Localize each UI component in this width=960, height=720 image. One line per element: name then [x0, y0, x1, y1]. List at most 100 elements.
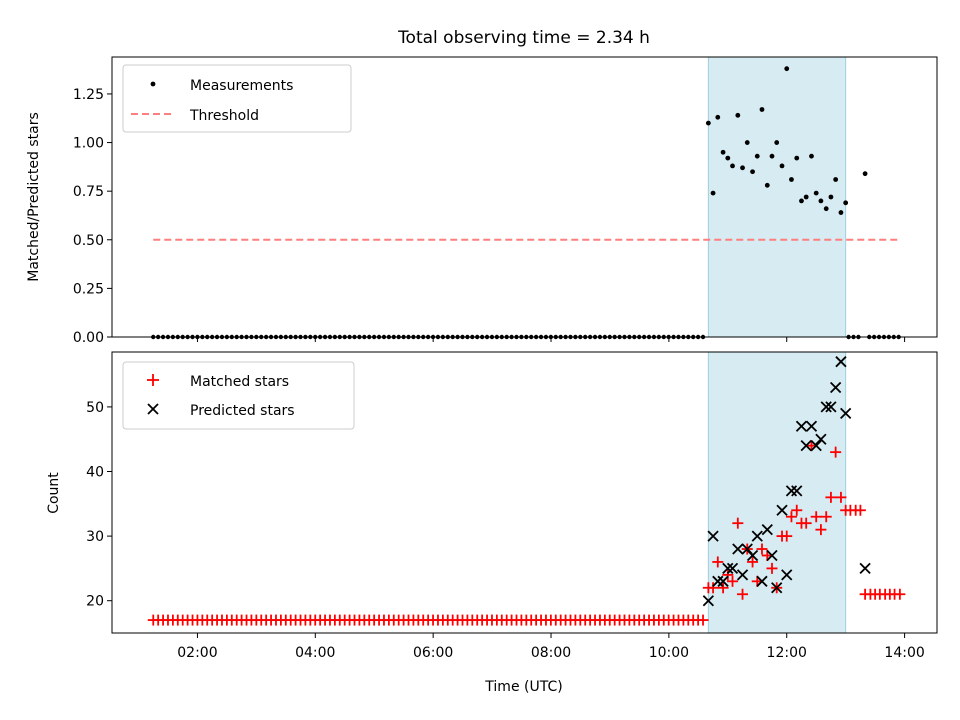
top-y-tick-label: 0.25 — [73, 281, 104, 297]
bottom-panel: 20 30 40 50 02:00 04:00 06:00 08:00 10:00 12:00 1… — [46, 351, 938, 695]
measurement-point — [818, 198, 824, 204]
legend-measurements-label: Measurements — [190, 78, 293, 94]
predicted-star-point — [712, 575, 724, 587]
measurement-point — [710, 190, 716, 196]
measurement-point — [794, 155, 800, 161]
predicted-star-point — [751, 530, 763, 542]
matched-star-point — [835, 491, 847, 503]
top-x-ticks — [196, 337, 906, 342]
matched-star-point — [825, 491, 837, 503]
bottom-y-axis: 20 30 40 50 — [86, 400, 112, 610]
measurement-point — [803, 194, 809, 200]
top-y-tick-label: 1.00 — [73, 136, 104, 152]
legend-threshold-label: Threshold — [189, 108, 259, 124]
bottom-axes-frame — [111, 351, 938, 634]
matched-star-point — [727, 575, 739, 587]
bottom-y-axis-label: Count — [46, 472, 62, 514]
top-axes-frame — [111, 56, 938, 338]
predicted-star-point — [756, 575, 768, 587]
matched-star-point — [791, 504, 803, 516]
measurement-point — [784, 66, 790, 72]
predicted-star-point — [820, 401, 832, 413]
predicted-star-point — [761, 524, 773, 536]
top-legend: Measurements Threshold — [122, 64, 352, 133]
legend-predicted-label: Predicted stars — [190, 403, 295, 419]
matched-star-point — [815, 524, 827, 536]
predicted-star-point — [825, 401, 837, 413]
matched-star-point — [781, 530, 793, 542]
predicted-star-point — [746, 549, 759, 562]
predicted-star-point — [785, 485, 798, 497]
bottom-y-tick-label: 20 — [86, 594, 104, 610]
measurement-point — [769, 153, 775, 159]
matched-star-point — [766, 562, 778, 574]
predicted-star-point — [805, 420, 818, 432]
matched-star-point — [712, 556, 724, 568]
top-y-axis: 0.00 0.25 0.50 0.75 1.00 1.25 — [73, 87, 112, 346]
predicted-star-point — [795, 420, 808, 432]
top-y-tick-label: 0.75 — [73, 184, 104, 200]
bottom-y-tick-label: 40 — [86, 465, 104, 481]
measurement-point — [735, 112, 741, 118]
measurement-point — [720, 149, 726, 155]
predicted-star-point — [830, 381, 842, 394]
measurement-point — [740, 165, 745, 171]
matched-star-point — [800, 517, 812, 529]
predicted-star-point — [771, 582, 783, 594]
measurement-point — [779, 163, 785, 169]
predicted-star-point — [766, 549, 778, 562]
measurement-point — [828, 194, 834, 200]
measurement-point — [764, 182, 770, 188]
legend-matched-marker — [147, 374, 159, 386]
matched-star-point — [722, 569, 734, 581]
top-y-tick-label: 0.00 — [73, 330, 104, 346]
measurement-point — [823, 206, 829, 212]
bottom-x-axis: 02:00 04:00 06:00 08:00 10:00 12:00 14:00 — [177, 633, 925, 661]
legend-measurements-marker — [150, 81, 156, 87]
matched-star-point — [717, 582, 729, 594]
predicted-star-point — [835, 356, 847, 368]
top-y-axis-label: Matched/Predicted stars — [26, 112, 42, 282]
measurement-point — [705, 120, 711, 126]
measurement-point — [809, 153, 814, 159]
measurement-point — [838, 210, 844, 215]
x-tick-label: 04:00 — [295, 645, 335, 661]
matched-star-point — [707, 582, 719, 594]
measurement-point — [774, 140, 780, 145]
measurement-point — [759, 107, 765, 112]
matched-star-point — [810, 511, 822, 523]
predicted-star-point — [707, 530, 719, 542]
x-tick-label: 14:00 — [884, 645, 924, 661]
measurement-point — [813, 190, 819, 196]
legend-predicted-marker — [147, 403, 159, 415]
top-y-tick-label: 1.25 — [73, 87, 104, 103]
matched-star-point — [737, 588, 749, 600]
predicted-star-point — [781, 569, 793, 581]
matched-star-point — [697, 614, 709, 626]
predicted-star-point — [722, 562, 734, 575]
predicted-star-point — [859, 562, 871, 575]
measurement-point — [843, 200, 849, 206]
matched-star-point — [785, 511, 797, 523]
figure-title: Total observing time = 2.34 h — [397, 28, 650, 48]
predicted-star-point — [810, 440, 822, 452]
measurement-point — [715, 114, 721, 120]
predicted-star-point — [726, 562, 739, 575]
bottom-legend: Matched stars Predicted stars — [122, 361, 355, 430]
matched-star-point — [732, 517, 744, 529]
predicted-star-point — [732, 543, 744, 555]
measurement-point — [725, 155, 731, 161]
measurement-point — [833, 177, 839, 182]
measurement-point — [754, 153, 760, 159]
bottom-y-tick-label: 30 — [86, 529, 104, 545]
measurement-point — [744, 140, 750, 145]
top-y-tick-label: 0.50 — [73, 233, 104, 249]
x-tick-label: 02:00 — [177, 645, 217, 661]
top-panel: 0.00 0.25 0.50 0.75 1.00 1.25 Matched/Predict… — [26, 56, 938, 346]
measurement-point — [750, 169, 755, 175]
x-tick-label: 06:00 — [413, 645, 453, 661]
matched-star-point — [747, 556, 759, 568]
predicted-star-point — [717, 575, 729, 587]
measurement-point — [862, 171, 868, 177]
